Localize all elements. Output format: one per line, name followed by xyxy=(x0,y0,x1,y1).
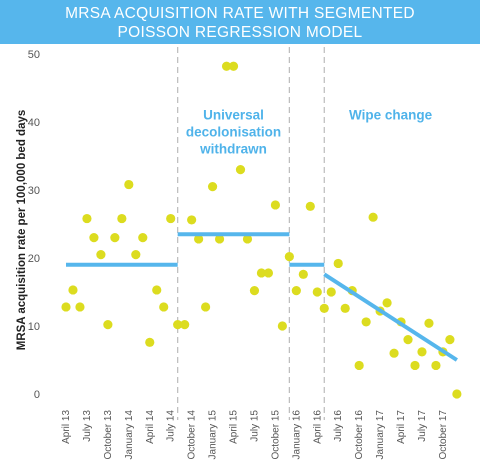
data-point-43 xyxy=(361,317,371,327)
chart-title: MRSA ACQUISITION RATE WITH SEGMENTED POI… xyxy=(0,0,480,44)
data-point-11 xyxy=(138,233,148,243)
data-point-20 xyxy=(201,302,211,312)
annotation-1-line-1: Universal xyxy=(203,107,264,122)
data-point-18 xyxy=(187,215,197,225)
y-tick-label-30: 30 xyxy=(28,185,40,197)
data-point-8 xyxy=(117,213,127,224)
data-point-15 xyxy=(166,213,176,224)
data-point-14 xyxy=(159,302,169,312)
data-point-46 xyxy=(382,298,392,308)
x-tick-label-3: January 14 xyxy=(124,410,135,460)
y-tick-label-0: 0 xyxy=(34,389,40,401)
x-tick-label-4: April 14 xyxy=(145,410,156,444)
data-point-24 xyxy=(228,61,239,71)
data-point-36 xyxy=(312,287,322,297)
x-tick-label-8: April 15 xyxy=(229,410,240,444)
x-tick-label-14: October 16 xyxy=(354,410,365,460)
data-point-23 xyxy=(221,61,232,71)
data-point-42 xyxy=(354,360,364,371)
x-tick-label-2: October 13 xyxy=(103,410,114,460)
x-tick-label-18: October 17 xyxy=(438,410,449,460)
data-point-35 xyxy=(305,201,315,211)
data-point-21 xyxy=(207,182,218,192)
x-tick-label-13: July 16 xyxy=(333,410,344,442)
x-tick-label-0: April 13 xyxy=(61,410,72,444)
annotation-1-line-3: withdrawn xyxy=(199,141,267,156)
x-tick-label-5: July 14 xyxy=(166,410,177,442)
y-tick-label-10: 10 xyxy=(28,321,40,333)
x-tick-label-9: July 15 xyxy=(249,410,260,442)
data-point-55 xyxy=(445,335,455,345)
data-point-2 xyxy=(75,302,85,312)
data-point-51 xyxy=(417,347,427,357)
x-tick-label-15: January 17 xyxy=(375,410,386,460)
x-tick-label-16: April 17 xyxy=(396,410,407,444)
annotation-1: Universal decolonisation withdrawn xyxy=(186,107,281,156)
data-point-39 xyxy=(333,258,343,269)
data-point-53 xyxy=(431,360,441,371)
y-axis-label: MRSA acquisition rate per 100,000 bed da… xyxy=(16,110,28,351)
data-point-0 xyxy=(61,302,71,312)
chart-title-line-1: MRSA ACQUISITION RATE WITH SEGMENTED xyxy=(65,5,415,22)
data-point-49 xyxy=(403,335,413,345)
data-point-26 xyxy=(242,234,253,244)
data-point-29 xyxy=(263,268,274,278)
data-point-9 xyxy=(124,179,134,190)
data-point-33 xyxy=(291,286,301,296)
x-tick-label-11: January 16 xyxy=(291,410,302,460)
data-point-28 xyxy=(256,268,267,278)
data-point-12 xyxy=(145,337,155,347)
data-point-3 xyxy=(82,213,92,224)
x-tick-label-17: July 17 xyxy=(417,410,428,442)
y-tick-label-50: 50 xyxy=(28,49,40,61)
data-point-4 xyxy=(89,233,99,243)
data-point-25 xyxy=(235,165,246,175)
x-tick-label-12: April 16 xyxy=(312,410,323,444)
data-point-32 xyxy=(284,252,294,262)
data-point-56 xyxy=(452,389,462,399)
chart-title-line-2: POISSON REGRESSION MODEL xyxy=(117,24,363,41)
data-point-27 xyxy=(249,286,260,296)
data-point-37 xyxy=(319,303,329,313)
data-point-16 xyxy=(173,320,183,330)
data-point-10 xyxy=(131,250,141,260)
data-point-50 xyxy=(410,360,420,371)
data-point-7 xyxy=(110,233,120,243)
data-point-52 xyxy=(424,318,434,328)
annotation-2: Wipe change xyxy=(349,107,433,122)
data-point-30 xyxy=(270,200,280,210)
data-point-47 xyxy=(389,348,399,358)
x-tick-label-6: October 14 xyxy=(187,410,198,460)
data-point-5 xyxy=(96,250,106,260)
x-tick-label-1: July 13 xyxy=(82,410,93,442)
data-point-19 xyxy=(194,234,204,244)
annotation-1-line-2: decolonisation xyxy=(186,124,281,139)
y-tick-label-40: 40 xyxy=(28,117,40,129)
data-point-44 xyxy=(368,212,378,222)
data-point-31 xyxy=(277,321,287,331)
model-segment-4 xyxy=(323,272,458,362)
data-point-22 xyxy=(214,234,225,244)
data-point-6 xyxy=(103,320,113,330)
data-point-17 xyxy=(180,320,190,330)
y-tick-label-20: 20 xyxy=(28,253,40,265)
data-point-13 xyxy=(152,285,162,295)
data-point-40 xyxy=(340,303,350,313)
x-tick-label-10: October 15 xyxy=(270,410,281,460)
data-point-1 xyxy=(68,285,78,295)
data-point-38 xyxy=(326,287,336,297)
annotation-2-line-1: Wipe change xyxy=(349,107,433,122)
data-point-34 xyxy=(298,269,308,279)
x-tick-label-7: January 15 xyxy=(208,410,219,460)
